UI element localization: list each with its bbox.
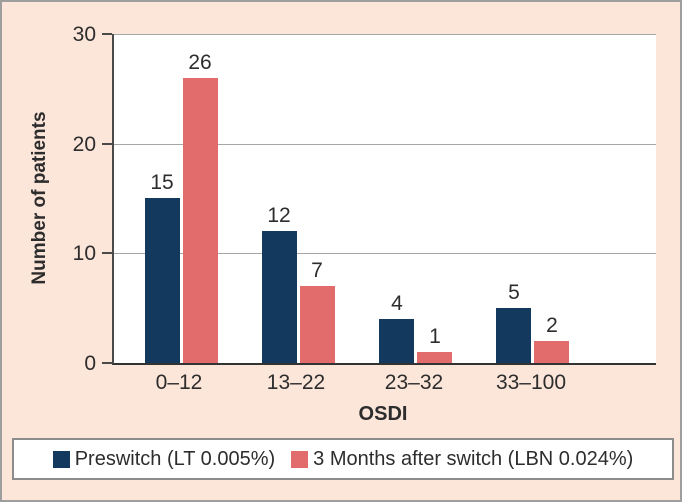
bar-preswitch-3 xyxy=(496,308,531,363)
gridline-10 xyxy=(114,253,656,255)
bar-preswitch-2 xyxy=(379,319,414,363)
y-tick-label-0: 0 xyxy=(84,352,96,375)
legend-label-after-switch: 3 Months after switch (LBN 0.024%) xyxy=(313,448,634,470)
x-tick-label-1: 13–22 xyxy=(266,371,326,394)
y-tick-mark-30 xyxy=(102,33,112,35)
y-tick-mark-0 xyxy=(102,362,112,364)
y-tick-mark-10 xyxy=(102,252,112,255)
gridline-20 xyxy=(114,143,656,145)
x-tick-label-3: 33–100 xyxy=(495,371,567,394)
bar-value-label-after-switch-1: 7 xyxy=(311,259,323,282)
legend-item-after-switch: 3 Months after switch (LBN 0.024%) xyxy=(291,449,633,469)
bar-after-switch-0 xyxy=(183,78,218,363)
bar-value-label-preswitch-3: 5 xyxy=(508,281,520,304)
legend-swatch-after-switch-icon xyxy=(291,450,309,468)
x-tick-label-2: 23–32 xyxy=(384,371,444,394)
legend-swatch-preswitch-icon xyxy=(52,450,70,468)
y-tick-mark-20 xyxy=(102,142,112,145)
x-axis-title: OSDI xyxy=(358,403,408,425)
bar-value-label-preswitch-0: 15 xyxy=(150,171,174,194)
bar-after-switch-1 xyxy=(300,286,335,363)
bar-after-switch-3 xyxy=(534,341,569,363)
plot-area: 15 26 12 7 4 1 5 2 xyxy=(112,34,656,365)
bar-preswitch-1 xyxy=(262,231,297,363)
y-tick-label-10: 10 xyxy=(72,242,96,266)
legend-label-preswitch: Preswitch (LT 0.005%) xyxy=(74,448,276,470)
bar-value-label-after-switch-0: 26 xyxy=(188,51,212,74)
bar-value-label-after-switch-2: 1 xyxy=(429,325,441,348)
y-tick-label-30: 30 xyxy=(72,23,96,46)
gridline-30 xyxy=(114,34,656,35)
bar-value-label-after-switch-3: 2 xyxy=(546,314,558,337)
y-tick-label-20: 20 xyxy=(72,132,96,156)
x-tick-label-0: 0–12 xyxy=(155,371,203,394)
bar-value-label-preswitch-2: 4 xyxy=(391,292,403,315)
legend-item-preswitch: Preswitch (LT 0.005%) xyxy=(52,448,276,470)
bar-preswitch-0 xyxy=(145,198,180,363)
legend: Preswitch (LT 0.005%) 3 Months after swi… xyxy=(12,438,674,480)
bar-value-label-preswitch-1: 12 xyxy=(267,204,291,227)
bar-after-switch-2 xyxy=(417,352,452,363)
